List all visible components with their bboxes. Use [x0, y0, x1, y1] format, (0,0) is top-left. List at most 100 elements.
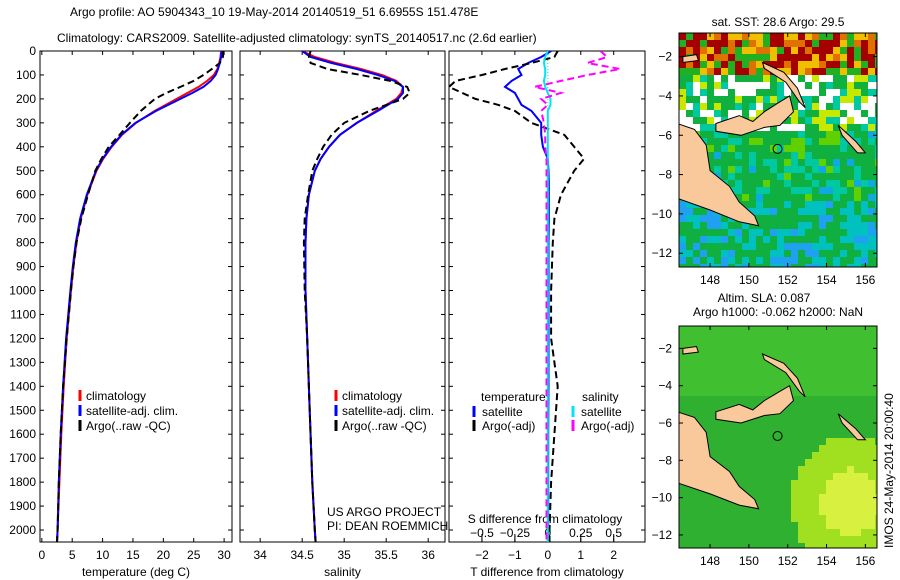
map-cell	[861, 417, 868, 424]
map-cell	[798, 396, 805, 403]
map-cell	[784, 194, 791, 201]
map-cell	[784, 459, 791, 466]
map-cell	[756, 459, 763, 466]
map-cell	[840, 208, 847, 215]
map-cell	[700, 208, 707, 215]
map-cell	[777, 124, 784, 131]
map-cell	[679, 117, 686, 124]
map-cell	[791, 152, 798, 159]
map-cell	[714, 68, 721, 75]
profile-panel-1: 34 34.5 35 35.5 36salinityclimatologysatelli…	[239, 50, 448, 579]
map-cell	[686, 96, 693, 103]
lon-tick-label: 156	[855, 554, 875, 568]
map-cell	[805, 529, 812, 536]
map-cell	[840, 152, 847, 159]
x-tick-label: 35	[338, 548, 352, 562]
map-cell	[812, 229, 819, 236]
map-cell	[875, 431, 877, 438]
map-cell	[798, 215, 805, 222]
map-cell	[756, 138, 763, 145]
map-cell	[763, 250, 770, 257]
map-cell	[833, 250, 840, 257]
map-cell	[812, 145, 819, 152]
map-cell	[875, 243, 877, 250]
map-cell	[798, 75, 805, 82]
map-cell	[847, 445, 854, 452]
map-cell	[728, 536, 735, 543]
map-cell	[798, 173, 805, 180]
map-cell	[868, 417, 875, 424]
map-cell	[763, 382, 770, 389]
map-cell	[854, 264, 861, 267]
map-cell	[714, 340, 721, 347]
map-cell	[847, 403, 854, 410]
map-cell	[763, 68, 770, 75]
map-cell	[693, 40, 700, 47]
map-cell	[693, 61, 700, 68]
map-cell	[700, 33, 707, 40]
map-cell	[770, 417, 777, 424]
map-cell	[840, 173, 847, 180]
map-cell	[686, 75, 693, 82]
map-cell	[693, 326, 700, 333]
map-cell	[700, 536, 707, 543]
map-cell	[805, 103, 812, 110]
map-cell	[707, 82, 714, 89]
map-cell	[742, 61, 749, 68]
map-cell	[763, 222, 770, 229]
map-cell	[777, 166, 784, 173]
map-cell	[784, 89, 791, 96]
map-cell	[861, 375, 868, 382]
map-cell	[854, 166, 861, 173]
map-cell	[875, 187, 877, 194]
map-cell	[847, 361, 854, 368]
map-cell	[763, 473, 770, 480]
map-cell	[749, 438, 756, 445]
map-cell	[826, 417, 833, 424]
map-cell	[770, 187, 777, 194]
map-cell	[847, 243, 854, 250]
map-cell	[854, 368, 861, 375]
map-cell	[798, 431, 805, 438]
map-cell	[714, 543, 721, 548]
x-tick-label: 25	[187, 548, 201, 562]
map-cell	[875, 354, 877, 361]
x2-tick-label: 0.5	[605, 526, 622, 540]
map-cell	[686, 543, 693, 548]
land-new-guinea	[679, 411, 760, 510]
map-cell	[861, 110, 868, 117]
map-cell	[868, 326, 875, 333]
map-cell	[693, 375, 700, 382]
map-cell	[812, 124, 819, 131]
y-tick-label: 1000	[9, 284, 36, 298]
map-cell	[770, 96, 777, 103]
map-cell	[875, 264, 877, 267]
map-cell	[777, 431, 784, 438]
map-cell	[735, 173, 742, 180]
map-cell	[875, 473, 877, 480]
map-cell	[861, 501, 868, 508]
map-cell	[798, 340, 805, 347]
map-cell	[777, 473, 784, 480]
map-cell	[777, 333, 784, 340]
map-cell	[756, 166, 763, 173]
map-cell	[819, 494, 826, 501]
map-cell	[861, 33, 868, 40]
map-cell	[742, 515, 749, 522]
map-cell	[805, 194, 812, 201]
map-cell	[868, 250, 875, 257]
map-cell	[700, 61, 707, 68]
map-cell	[805, 33, 812, 40]
map-cell	[763, 543, 770, 548]
map-cell	[770, 138, 777, 145]
map-cell	[805, 47, 812, 54]
map-cell	[700, 543, 707, 548]
map-cell	[833, 138, 840, 145]
map-cell	[826, 333, 833, 340]
map-cell	[728, 438, 735, 445]
map-cell	[707, 501, 714, 508]
map-cell	[721, 445, 728, 452]
map-cell	[714, 145, 721, 152]
map-cell	[812, 166, 819, 173]
map-cell	[707, 452, 714, 459]
